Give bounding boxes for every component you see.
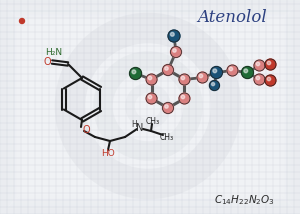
Circle shape xyxy=(163,103,173,113)
Bar xyxy=(14,14,286,200)
Circle shape xyxy=(146,74,157,85)
Text: CH₃: CH₃ xyxy=(160,132,174,141)
Circle shape xyxy=(267,77,271,81)
Bar xyxy=(12,12,288,202)
Bar xyxy=(11,11,289,203)
Circle shape xyxy=(256,62,260,66)
Circle shape xyxy=(148,95,152,99)
Circle shape xyxy=(170,32,174,36)
Circle shape xyxy=(213,69,217,73)
Text: O: O xyxy=(43,57,51,67)
Text: O: O xyxy=(82,125,90,135)
Bar xyxy=(15,15,285,199)
Text: H: H xyxy=(131,119,137,128)
Circle shape xyxy=(199,74,203,78)
Circle shape xyxy=(168,30,180,42)
Circle shape xyxy=(256,76,260,80)
Text: HO: HO xyxy=(101,150,115,159)
Circle shape xyxy=(181,95,185,99)
Circle shape xyxy=(163,64,173,76)
Circle shape xyxy=(229,67,233,71)
Circle shape xyxy=(20,18,25,24)
Circle shape xyxy=(197,72,208,83)
Text: CH₃: CH₃ xyxy=(146,116,160,125)
Circle shape xyxy=(227,65,238,76)
Circle shape xyxy=(179,93,190,104)
Circle shape xyxy=(165,67,168,70)
Circle shape xyxy=(254,74,265,85)
Circle shape xyxy=(165,105,168,108)
Circle shape xyxy=(209,80,220,91)
Circle shape xyxy=(181,76,185,80)
Circle shape xyxy=(173,49,176,52)
Circle shape xyxy=(170,46,182,58)
Text: N: N xyxy=(136,123,144,133)
Bar xyxy=(19,19,281,195)
Circle shape xyxy=(254,60,265,71)
Circle shape xyxy=(148,76,152,80)
Text: Atenolol: Atenolol xyxy=(197,9,267,25)
Circle shape xyxy=(146,93,157,104)
Bar xyxy=(16,16,284,198)
Text: H₂N: H₂N xyxy=(45,48,63,56)
Bar xyxy=(18,18,282,196)
Bar xyxy=(13,13,287,201)
Circle shape xyxy=(211,67,223,79)
Bar xyxy=(17,17,283,197)
Circle shape xyxy=(179,74,190,85)
Circle shape xyxy=(244,69,248,73)
Circle shape xyxy=(265,59,276,70)
Circle shape xyxy=(242,67,254,79)
Circle shape xyxy=(267,61,271,65)
Circle shape xyxy=(130,67,142,79)
Text: $C_{14}H_{22}N_2O_3$: $C_{14}H_{22}N_2O_3$ xyxy=(214,193,275,207)
Circle shape xyxy=(265,75,276,86)
Circle shape xyxy=(132,70,136,74)
Circle shape xyxy=(212,83,215,86)
